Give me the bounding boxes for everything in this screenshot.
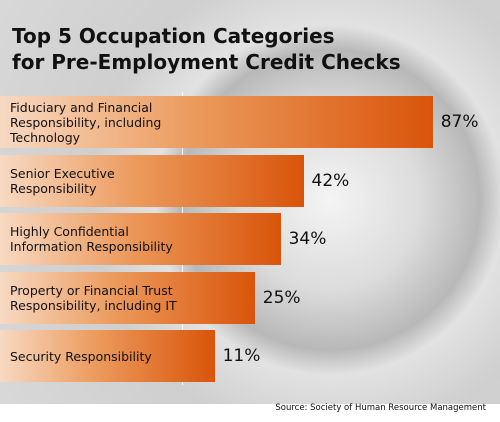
bar (0, 213, 281, 265)
value-label: 87% (440, 112, 479, 132)
category-label: Fiduciary and Financial Responsibility, … (10, 99, 162, 145)
source: Source: Society of Human Resource Manage… (275, 403, 486, 413)
value-label: 42% (311, 170, 350, 191)
value-label: 11% (222, 346, 261, 366)
value-label: 34% (288, 229, 327, 249)
chart-title: for Pre-Employment Credit Checks (12, 50, 401, 74)
bar (0, 271, 255, 324)
category-label: Property or Financial Trust Responsibili… (10, 282, 177, 313)
category-label: Senior Executive Responsibility (10, 165, 115, 196)
value-label: 25% (262, 287, 301, 308)
chart-title: Top 5 Occupation Categories (12, 24, 335, 48)
category-label: Security Responsibility (10, 348, 152, 364)
category-label: Highly Confidential Information Responsi… (10, 224, 173, 254)
bar (0, 154, 304, 207)
bar (0, 96, 433, 148)
bar (0, 330, 215, 382)
